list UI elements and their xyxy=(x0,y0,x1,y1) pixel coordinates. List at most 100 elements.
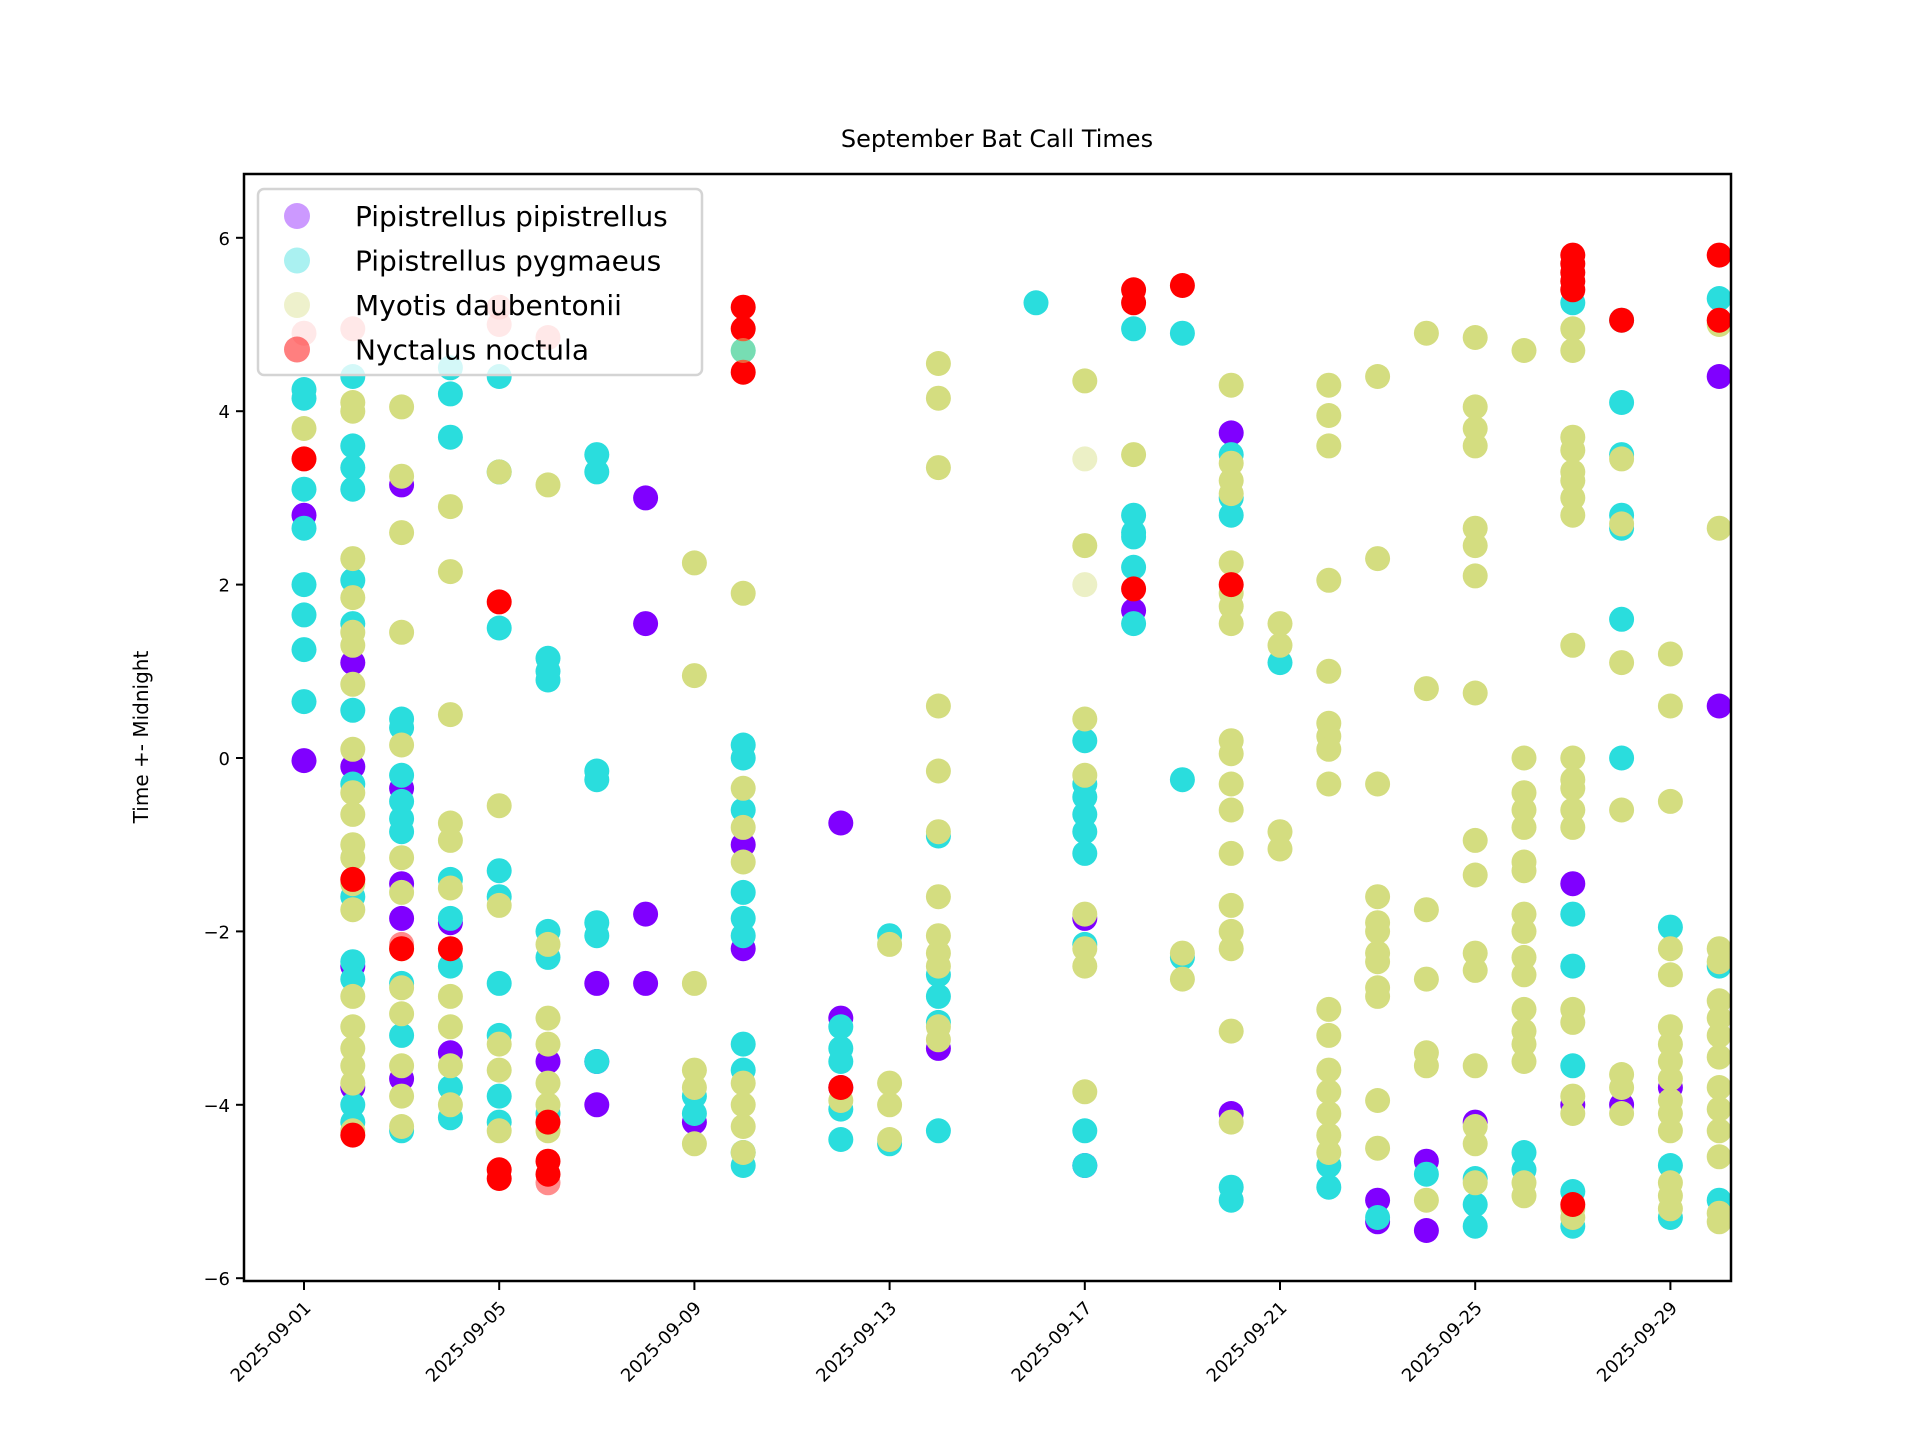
data-point xyxy=(1560,797,1586,823)
data-point xyxy=(1218,572,1244,598)
data-point xyxy=(730,580,756,606)
data-point xyxy=(828,1014,854,1040)
data-point xyxy=(1169,767,1195,793)
data-point xyxy=(486,1083,512,1109)
data-point xyxy=(437,905,463,931)
legend-marker xyxy=(284,292,310,318)
data-point xyxy=(877,931,903,957)
data-point xyxy=(486,459,512,485)
legend-item: Nyctalus noctula xyxy=(284,334,589,367)
data-point xyxy=(1657,1101,1683,1126)
x-axis: 2025-09-01 2025-09-05 2025-09-09 2025-09-13… xyxy=(227,1281,1682,1387)
data-point xyxy=(340,780,366,806)
data-point xyxy=(1706,307,1732,333)
data-point xyxy=(1218,611,1244,637)
data-point xyxy=(1072,936,1098,962)
data-point xyxy=(1560,1053,1586,1079)
data-point xyxy=(1413,1218,1439,1243)
data-point xyxy=(1609,390,1635,415)
data-point xyxy=(1560,775,1586,801)
data-point xyxy=(730,775,756,801)
data-point xyxy=(1218,372,1244,398)
data-point xyxy=(1218,741,1244,767)
data-point xyxy=(340,966,366,992)
data-point xyxy=(486,1166,512,1191)
data-point xyxy=(1706,286,1732,311)
data-point xyxy=(340,546,366,572)
data-point xyxy=(486,1118,512,1144)
y-tick-label: 6 xyxy=(219,229,230,250)
data-point xyxy=(730,1070,756,1096)
data-point xyxy=(1462,940,1488,966)
legend-frame xyxy=(256,187,704,377)
data-point xyxy=(1706,364,1732,389)
data-point xyxy=(535,1161,561,1187)
data-point xyxy=(340,897,366,923)
x-tick-label: 2025-09-01 xyxy=(227,1298,316,1387)
data-point xyxy=(340,455,366,481)
data-point xyxy=(340,949,366,975)
data-point xyxy=(340,1122,366,1148)
data-point xyxy=(1413,897,1439,923)
data-point xyxy=(291,572,317,598)
data-point xyxy=(535,472,561,498)
data-point xyxy=(1218,502,1244,528)
data-point xyxy=(584,459,610,485)
data-point xyxy=(730,1140,756,1165)
y-tick-label: 4 xyxy=(219,402,230,423)
data-point xyxy=(1706,242,1732,268)
data-point xyxy=(1462,325,1488,350)
data-point xyxy=(1657,962,1683,988)
data-point xyxy=(1560,277,1586,303)
data-point xyxy=(584,1049,610,1074)
data-point xyxy=(1316,1101,1342,1126)
data-point xyxy=(1706,1044,1732,1070)
data-point xyxy=(1072,819,1098,845)
data-point xyxy=(1316,771,1342,797)
data-point xyxy=(389,1083,415,1109)
data-point xyxy=(1560,1009,1586,1035)
data-point xyxy=(1072,901,1098,927)
data-point xyxy=(1218,797,1244,823)
legend-marker xyxy=(284,203,310,229)
data-point xyxy=(1365,771,1391,797)
points-layer xyxy=(291,242,1732,1243)
data-point xyxy=(1365,918,1391,944)
data-point xyxy=(535,1070,561,1096)
data-point xyxy=(1560,1083,1586,1109)
data-point xyxy=(1657,1031,1683,1057)
data-point xyxy=(340,1014,366,1040)
data-point xyxy=(1413,320,1439,346)
data-point xyxy=(1462,563,1488,589)
data-point xyxy=(1560,485,1586,511)
data-point xyxy=(1218,771,1244,797)
data-point xyxy=(486,858,512,884)
data-point xyxy=(389,1114,415,1139)
data-point xyxy=(1706,1075,1732,1100)
data-point xyxy=(925,385,951,411)
data-point xyxy=(340,476,366,502)
data-point xyxy=(1462,433,1488,459)
data-point xyxy=(1706,1005,1732,1031)
data-point xyxy=(877,1070,903,1096)
data-point xyxy=(1560,814,1586,840)
x-tick-label: 2025-09-25 xyxy=(1398,1298,1487,1387)
x-tick-label: 2025-09-13 xyxy=(812,1298,901,1387)
data-point xyxy=(1511,858,1537,884)
data-point xyxy=(1706,1118,1732,1144)
data-point xyxy=(681,1075,707,1100)
data-point xyxy=(340,983,366,1009)
legend-item: Pipistrellus pygmaeus xyxy=(284,245,661,278)
data-point xyxy=(1657,1014,1683,1040)
data-point xyxy=(1169,273,1195,298)
data-point xyxy=(1706,515,1732,541)
data-point xyxy=(437,953,463,979)
data-point xyxy=(730,879,756,905)
data-point xyxy=(1706,1209,1732,1235)
x-tick-label: 2025-09-29 xyxy=(1593,1298,1682,1387)
legend-marker xyxy=(284,336,310,363)
data-point xyxy=(1511,338,1537,363)
data-point xyxy=(1316,1174,1342,1200)
data-point xyxy=(1316,1122,1342,1148)
